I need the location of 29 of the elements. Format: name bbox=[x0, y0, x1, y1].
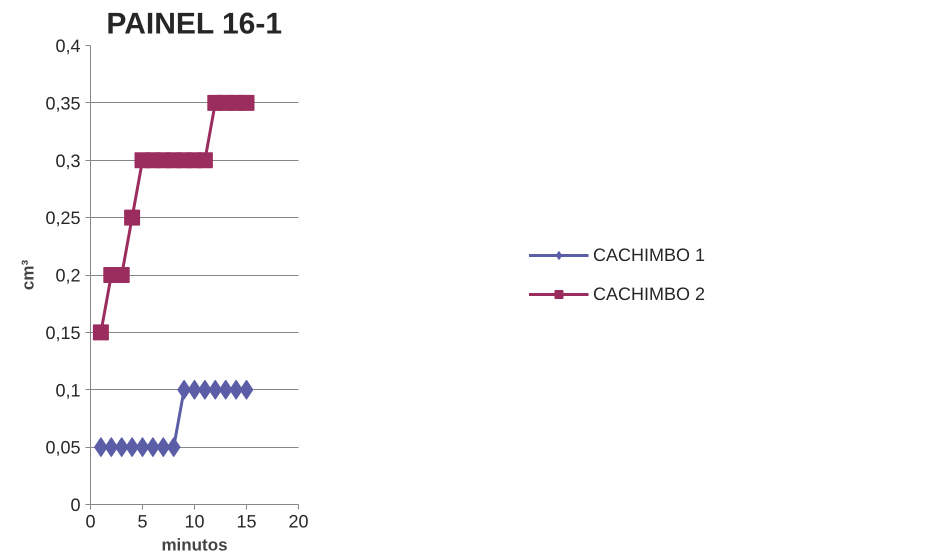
x-tick-label: 20 bbox=[288, 512, 309, 532]
chart-title: PAINEL 16-1 bbox=[106, 8, 282, 40]
point bbox=[156, 437, 170, 458]
point bbox=[208, 380, 222, 400]
x-axis-title: minutos bbox=[161, 536, 228, 554]
point bbox=[166, 437, 181, 458]
y-axis-title: cm³ bbox=[18, 260, 38, 290]
y-tick-label: 0,1 bbox=[55, 380, 81, 400]
y-tick-label: 0,35 bbox=[45, 93, 81, 114]
x-tick-label: 15 bbox=[236, 512, 257, 532]
y-tick-label: 0,25 bbox=[45, 208, 81, 228]
point bbox=[92, 324, 109, 340]
x-tick-label: 10 bbox=[184, 512, 205, 532]
point bbox=[124, 210, 140, 226]
y-tick-label: 0,3 bbox=[55, 150, 81, 171]
y-tick-label: 0,15 bbox=[45, 322, 81, 343]
legend-label: CACHIMBO 2 bbox=[592, 284, 706, 304]
x-tick-label: 0 bbox=[85, 512, 96, 532]
legend-label: CACHIMBO 1 bbox=[592, 244, 706, 266]
y-tick-label: 0,2 bbox=[55, 266, 81, 286]
y-tick-label: 0,05 bbox=[45, 438, 81, 458]
x-tick-label: 5 bbox=[137, 512, 148, 532]
point bbox=[218, 380, 233, 400]
point bbox=[114, 437, 129, 458]
point bbox=[238, 94, 254, 111]
point bbox=[196, 152, 213, 168]
point bbox=[104, 437, 118, 458]
y-tick-label: 0,4 bbox=[55, 36, 81, 56]
y-tick-label: 0 bbox=[70, 495, 81, 515]
